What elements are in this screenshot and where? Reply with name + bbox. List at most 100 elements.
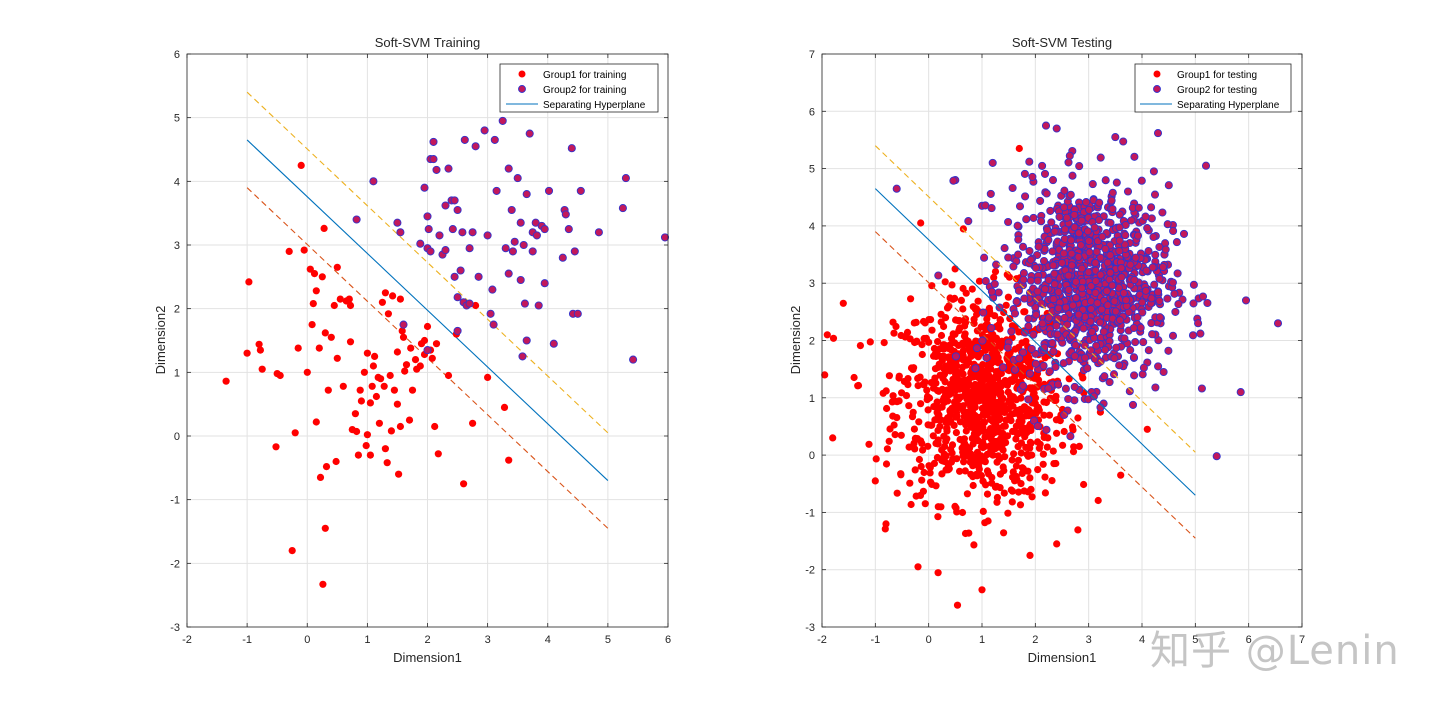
legend-testing: Group1 for testing Group2 for testing Se… [1134,63,1292,113]
point-group1 [934,405,942,414]
point-group2 [1170,289,1179,298]
point-group1 [997,382,1006,390]
point-group1 [291,429,299,437]
point-group1 [356,386,364,394]
point-group1 [999,446,1007,454]
point-group2 [1154,362,1163,371]
point-group2 [1010,309,1020,318]
point-group2 [1168,278,1177,287]
point-group2 [1158,262,1168,272]
point-group1 [955,327,963,335]
point-group1 [999,463,1007,471]
point-group1 [907,295,915,303]
point-group2 [519,240,528,250]
point-group1 [918,350,926,359]
point-group2 [1050,227,1059,236]
point-group2 [480,126,489,135]
point-group2 [1051,362,1060,372]
point-group2 [1110,297,1119,306]
point-group2 [1153,129,1163,138]
point-group1 [911,445,919,453]
point-group1 [912,492,920,500]
point-group1 [1003,432,1012,440]
point-group1 [980,453,989,461]
point-group2 [1141,212,1150,221]
point-group2 [508,247,517,256]
point-group1 [1049,447,1057,455]
point-group2 [1125,387,1134,396]
point-group2 [1070,382,1079,391]
point-group2 [1123,187,1133,196]
point-group2 [540,279,549,288]
point-group2 [1038,319,1047,328]
point-group1 [960,332,969,340]
point-group2 [1020,169,1029,178]
point-group2 [1066,432,1075,441]
point-group2 [998,363,1008,372]
point-group1 [372,392,380,401]
point-group2 [1103,301,1112,310]
point-group2 [1128,400,1138,409]
point-group2 [1048,176,1058,185]
point-group1 [1075,442,1083,450]
point-group2 [1117,264,1126,273]
point-group1 [380,382,388,390]
point-group2 [629,355,638,364]
point-group2 [1003,343,1012,352]
point-group1 [961,529,970,538]
point-group2 [1074,252,1083,261]
point-group1 [1000,489,1008,497]
point-group1 [992,334,1001,342]
point-group1 [865,440,873,448]
point-group2 [1188,331,1198,340]
point-group2 [1107,196,1116,205]
point-group2 [1110,354,1119,363]
point-group1 [1002,416,1010,424]
point-group2 [1108,281,1117,290]
point-group2 [1088,180,1097,189]
point-group2 [1074,310,1083,319]
point-group2 [444,164,453,173]
point-group2 [1070,223,1079,232]
point-group1 [981,433,989,441]
point-group1 [1018,417,1026,425]
y-tick-label-testing: 4 [809,221,815,233]
point-group1 [460,480,468,488]
point-group1 [959,284,967,293]
point-group2 [510,237,519,246]
point-group1 [1017,449,1025,457]
point-group1 [871,477,879,485]
point-group1 [984,517,992,525]
legend-marker-group2-testing [1153,85,1161,93]
point-group1 [972,337,980,345]
point-group2 [618,204,627,213]
point-group2 [1163,220,1172,229]
point-group2 [1112,343,1121,352]
x-tick-label-training: 0 [304,634,310,646]
point-group1 [967,352,975,360]
point-group2 [1108,204,1117,214]
point-group1 [928,326,936,334]
point-group2 [1080,341,1089,350]
point-group2 [1100,372,1109,381]
point-group1 [1009,427,1017,435]
point-group1 [294,344,302,352]
point-group2 [1007,327,1016,336]
point-group1 [1009,402,1017,410]
y-tick-label-testing: 6 [809,106,815,118]
point-group1 [390,386,398,394]
point-group2 [1101,244,1110,253]
point-group1 [999,422,1007,430]
point-group2 [1122,296,1131,305]
point-group1 [1048,477,1056,485]
point-group2 [1010,365,1020,374]
point-group1 [444,371,453,380]
point-group2 [1097,305,1106,314]
point-group2 [522,190,531,199]
point-group2 [1092,247,1101,256]
point-group2 [1009,262,1018,271]
point-group2 [1115,361,1124,370]
point-group2 [1111,307,1120,316]
point-group2 [981,277,990,286]
x-tick-label-training: -1 [242,634,252,646]
